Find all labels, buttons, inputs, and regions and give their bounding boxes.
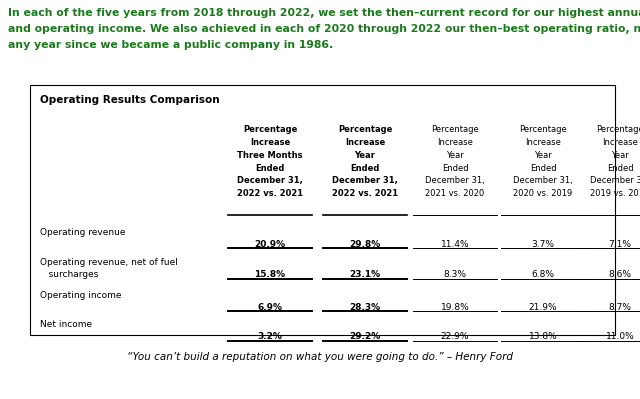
Text: “You can’t build a reputation on what you were going to do.” – Henry Ford: “You can’t build a reputation on what yo… bbox=[127, 352, 513, 362]
Text: 13.8%: 13.8% bbox=[529, 332, 557, 341]
Text: 3.2%: 3.2% bbox=[257, 332, 282, 341]
Text: 3.7%: 3.7% bbox=[531, 240, 554, 249]
Text: 29.8%: 29.8% bbox=[349, 240, 381, 249]
Text: 7.1%: 7.1% bbox=[609, 240, 632, 249]
Text: Percentage
Increase
Year
Ended
December 31,
2020 vs. 2019: Percentage Increase Year Ended December … bbox=[513, 125, 573, 198]
Text: Operating Results Comparison: Operating Results Comparison bbox=[40, 95, 220, 105]
Text: 21.9%: 21.9% bbox=[529, 303, 557, 312]
Text: Net income: Net income bbox=[40, 320, 92, 329]
Text: and operating income. We also achieved in each of 2020 through 2022 our then–bes: and operating income. We also achieved i… bbox=[8, 24, 640, 34]
Text: 8.6%: 8.6% bbox=[609, 270, 632, 279]
Text: Percentage
Increase
Year
Ended
December 31,
2019 vs. 2018: Percentage Increase Year Ended December … bbox=[590, 125, 640, 198]
Text: In each of the five years from 2018 through 2022, we set the then–current record: In each of the five years from 2018 thro… bbox=[8, 8, 640, 18]
Text: Operating revenue, net of fuel: Operating revenue, net of fuel bbox=[40, 258, 178, 267]
Text: surcharges: surcharges bbox=[40, 270, 99, 279]
Text: 11.4%: 11.4% bbox=[441, 240, 469, 249]
Text: Percentage
Increase
Year
Ended
December 31,
2022 vs. 2021: Percentage Increase Year Ended December … bbox=[332, 125, 398, 198]
Text: any year since we became a public company in 1986.: any year since we became a public compan… bbox=[8, 40, 333, 50]
Bar bbox=[30, 85, 615, 335]
Text: 22.9%: 22.9% bbox=[441, 332, 469, 341]
Text: Operating revenue: Operating revenue bbox=[40, 228, 125, 237]
Text: 29.2%: 29.2% bbox=[349, 332, 381, 341]
Text: 8.7%: 8.7% bbox=[609, 303, 632, 312]
Text: 6.9%: 6.9% bbox=[257, 303, 282, 312]
Text: 19.8%: 19.8% bbox=[440, 303, 469, 312]
Text: 11.0%: 11.0% bbox=[605, 332, 634, 341]
Text: Percentage
Increase
Year
Ended
December 31,
2021 vs. 2020: Percentage Increase Year Ended December … bbox=[425, 125, 485, 198]
Text: 23.1%: 23.1% bbox=[349, 270, 381, 279]
Text: 15.8%: 15.8% bbox=[255, 270, 285, 279]
Text: 8.3%: 8.3% bbox=[444, 270, 467, 279]
Text: Operating income: Operating income bbox=[40, 291, 122, 300]
Text: 20.9%: 20.9% bbox=[255, 240, 285, 249]
Text: 28.3%: 28.3% bbox=[349, 303, 381, 312]
Text: 6.8%: 6.8% bbox=[531, 270, 554, 279]
Text: Percentage
Increase
Three Months
Ended
December 31,
2022 vs. 2021: Percentage Increase Three Months Ended D… bbox=[237, 125, 303, 198]
